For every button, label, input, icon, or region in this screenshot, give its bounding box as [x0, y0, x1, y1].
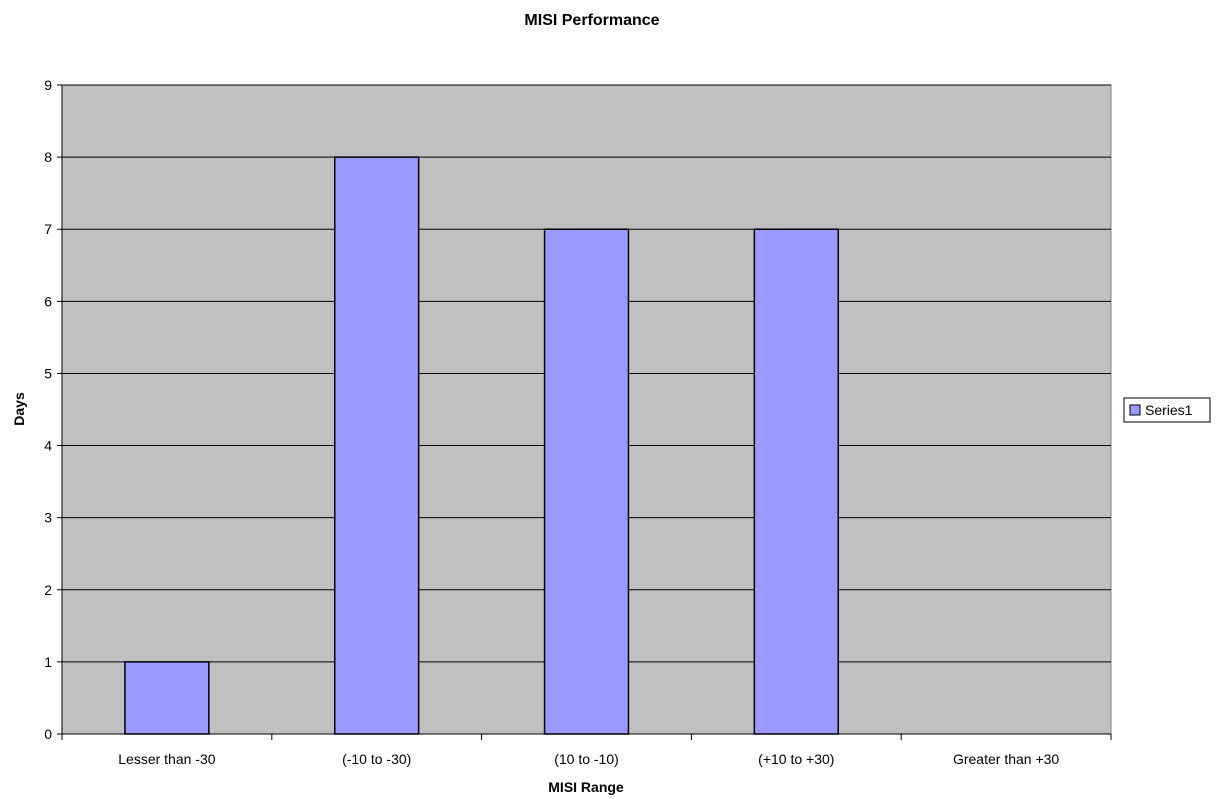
y-tick-label: 3 [44, 510, 52, 526]
y-tick-label: 9 [44, 77, 52, 93]
bar [333, 156, 420, 735]
x-tick-label: (+10 to +30) [758, 751, 834, 767]
y-tick-label: 0 [44, 726, 52, 742]
y-tick-label: 7 [44, 221, 52, 237]
x-tick-labels: Lesser than -30 (-10 to -30) (10 to -10) (+… [118, 751, 1059, 767]
y-tick-labels: 0 1 2 3 4 5 6 7 8 9 [44, 77, 52, 742]
x-tick-label: Lesser than -30 [118, 751, 215, 767]
y-tick-label: 4 [44, 438, 52, 454]
bar [124, 661, 210, 735]
y-tick-label: 6 [44, 293, 52, 309]
y-axis-label: Days [11, 392, 27, 426]
x-tick-label: Greater than +30 [953, 751, 1059, 767]
bar [543, 228, 630, 735]
bars [124, 156, 840, 735]
y-tick-label: 8 [44, 149, 52, 165]
x-axis-label: MISI Range [548, 779, 624, 795]
x-tick-label: (10 to -10) [554, 751, 619, 767]
legend-label: Series1 [1145, 402, 1193, 418]
chart-title: MISI Performance [524, 12, 659, 29]
bar [753, 228, 840, 735]
y-tick-label: 5 [44, 365, 52, 381]
legend-swatch [1129, 404, 1141, 416]
axes [57, 84, 1112, 740]
legend: Series1 [1123, 397, 1211, 423]
x-tick-label: (-10 to -30) [342, 751, 411, 767]
y-tick-label: 2 [44, 582, 52, 598]
y-tick-label: 1 [44, 654, 52, 670]
